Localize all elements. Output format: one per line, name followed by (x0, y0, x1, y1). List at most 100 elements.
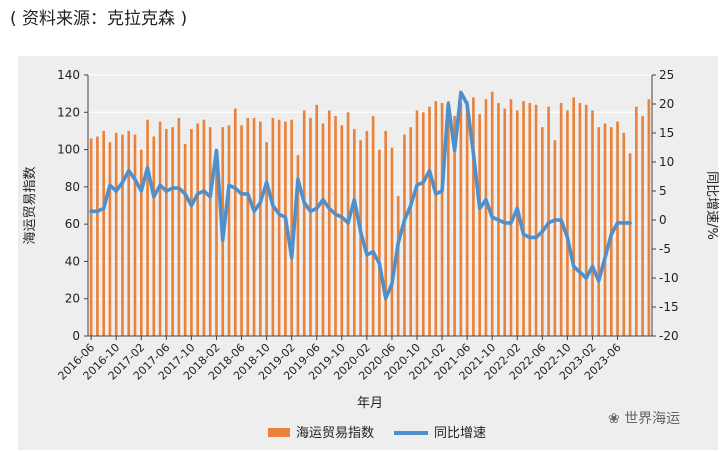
bar (183, 143, 187, 336)
bar (622, 132, 626, 336)
bar (428, 106, 431, 336)
bar (259, 121, 262, 336)
bar (265, 142, 268, 336)
bar (647, 99, 651, 336)
bar (566, 110, 569, 337)
bar (440, 102, 444, 336)
bar (509, 99, 513, 336)
y-tick-label-right: 10 (659, 155, 674, 169)
source-note: ( 资料来源：克拉克森 ) (10, 9, 188, 29)
bar (327, 110, 331, 337)
y-tick-label-left: 60 (65, 217, 80, 231)
y-tick-label-right: -10 (659, 271, 679, 285)
bar (227, 125, 231, 336)
y-tick-label-left: 140 (57, 68, 80, 82)
y-tick-label-right: 25 (659, 68, 674, 82)
bar (302, 110, 306, 337)
bar (459, 102, 463, 336)
bar (522, 101, 525, 336)
bar (139, 149, 143, 336)
y-tick-label-right: 5 (659, 184, 667, 198)
legend-label-bar: 海运贸易指数 (296, 426, 374, 441)
bar (171, 127, 174, 336)
bar (616, 121, 619, 336)
bar (152, 136, 156, 336)
bar (340, 125, 344, 336)
bar (353, 129, 356, 336)
y-tick-label-right: -15 (659, 300, 679, 314)
y-tick-label-right: 20 (659, 97, 674, 111)
bar (396, 196, 400, 336)
y-tick-label-right: -20 (659, 329, 679, 343)
bar (365, 130, 369, 336)
bar (484, 99, 488, 336)
bar (190, 129, 193, 336)
bar (246, 117, 250, 336)
bar (165, 129, 168, 336)
bar (215, 149, 218, 336)
bar (315, 104, 319, 336)
wechat-icon: ❀ (608, 411, 625, 427)
bar (96, 136, 99, 336)
bar (578, 102, 582, 336)
axes: 020406080100120140-20-15-10-505101520252… (23, 68, 719, 411)
y-tick-label-right: 15 (659, 126, 674, 140)
bar (252, 117, 256, 336)
bar (403, 134, 406, 336)
bar (321, 123, 325, 336)
bar (127, 130, 131, 336)
bar (603, 123, 607, 336)
bar (233, 108, 237, 336)
bar (158, 121, 162, 336)
bar (478, 114, 481, 337)
bar (290, 119, 293, 336)
legend-label-line: 同比增速 (434, 426, 486, 441)
bar (271, 117, 275, 336)
y-tick-label-right: -5 (659, 242, 671, 256)
bar (208, 127, 212, 336)
bar (534, 104, 538, 336)
legend: 海运贸易指数 同比增速 (268, 426, 486, 441)
bar (371, 116, 375, 336)
line-series-yoy-growth (89, 90, 632, 301)
bar (597, 127, 601, 336)
bar (146, 119, 149, 336)
bar (584, 104, 588, 336)
bar (108, 142, 112, 336)
bar (465, 101, 469, 336)
bar (202, 119, 206, 336)
watermark-text: 世界海运 (624, 411, 681, 427)
bar (635, 106, 638, 336)
bar (591, 110, 594, 337)
y-axis-title-left: 海运贸易指数 (23, 166, 38, 244)
bar (114, 132, 118, 336)
y-tick-label-left: 40 (65, 254, 80, 268)
y-tick-label-right: 0 (659, 213, 667, 227)
bar (89, 138, 93, 336)
y-tick-label-left: 0 (72, 329, 80, 343)
x-axis-title: 年月 (357, 396, 383, 411)
bar (133, 134, 137, 336)
bar (434, 101, 438, 336)
bars-series-trade-index (89, 91, 651, 337)
bar (628, 153, 632, 336)
bar (121, 134, 124, 336)
bar (296, 155, 300, 336)
y-tick-label-left: 20 (65, 292, 80, 306)
series-line-yoy-growth (89, 90, 632, 301)
y-tick-label-left: 100 (57, 143, 80, 157)
bar (472, 97, 475, 336)
y-tick-label-left: 120 (57, 105, 80, 119)
watermark: ❀ 世界海运 (608, 408, 680, 428)
bar (334, 116, 337, 336)
bar (447, 101, 450, 336)
bar (384, 130, 387, 336)
legend-swatch-bar (268, 428, 290, 437)
bar (240, 125, 243, 336)
bar (177, 117, 181, 336)
bar (409, 127, 413, 336)
bar (415, 110, 419, 337)
bar (453, 116, 456, 336)
y-tick-label-left: 80 (65, 180, 80, 194)
